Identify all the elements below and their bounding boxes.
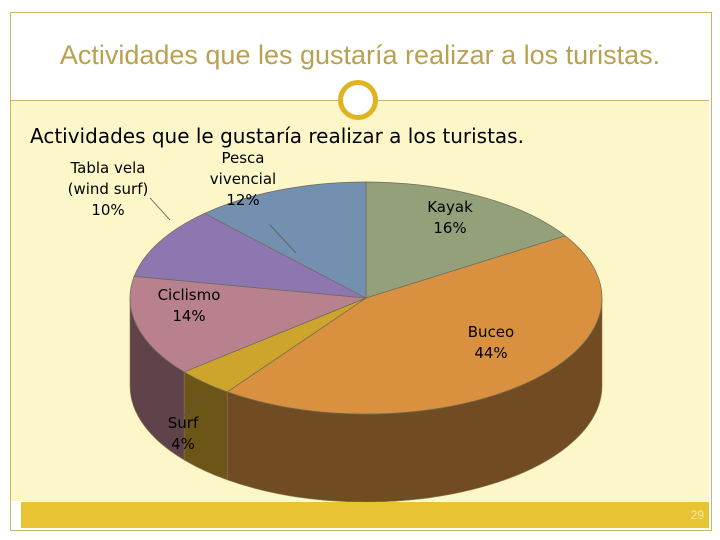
pie-slice-5	[203, 181, 367, 299]
slice-label-4-line-2: 10%	[91, 201, 124, 219]
slice-label-5-line-0: Pesca	[222, 149, 265, 167]
slice-label-1-line-0: Buceo	[468, 323, 514, 341]
pie-labels: Kayak 16% Buceo 44% Surf 4% Ciclismo 14% Tabla v…	[68, 149, 515, 453]
pie-slice-4	[133, 213, 367, 299]
slice-label-4-line-1: (wind surf)	[68, 180, 149, 198]
leader-line-5	[269, 224, 297, 254]
slice-label-3-line-1: 14%	[172, 307, 205, 325]
slice-label-5-line-1: vivencial	[210, 170, 276, 188]
pie-slice-0	[365, 181, 567, 299]
slice-label-2-line-0: Surf	[168, 414, 199, 432]
slide-title: Actividades que les gustaría realizar a …	[59, 40, 661, 70]
pie-slice-1	[226, 235, 603, 415]
slice-label-3-line-0: Ciclismo	[158, 286, 221, 304]
slice-label-0-line-1: 16%	[433, 219, 466, 237]
slice-label-1-line-1: 44%	[474, 344, 507, 362]
circle-ring-icon	[338, 80, 378, 120]
leader-line-2	[176, 394, 203, 425]
chart-title: Actividades que le gustaría realizar a l…	[30, 124, 524, 148]
slice-label-4-line-0: Tabla vela	[70, 159, 146, 177]
footer-marker	[11, 502, 21, 528]
footer-bar	[11, 502, 709, 528]
pie-tops	[129, 181, 603, 415]
pie-leaders	[149, 197, 297, 425]
slice-label-5-line-2: 12%	[226, 191, 259, 209]
pie-slice-3	[129, 275, 367, 373]
leader-line-4	[149, 197, 171, 221]
page-number: 29	[690, 508, 704, 522]
slice-label-0-line-0: Kayak	[427, 198, 473, 216]
slice-label-2-line-1: 4%	[171, 435, 195, 453]
